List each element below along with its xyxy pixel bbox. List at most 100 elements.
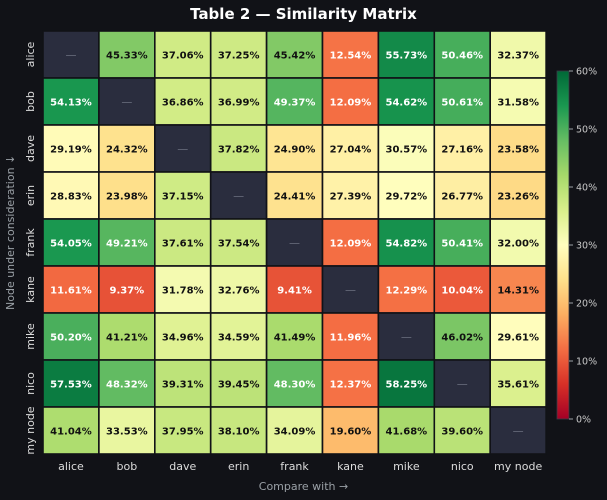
heatmap-cell [489, 30, 547, 79]
cell-value-label: — [177, 143, 188, 156]
heatmap-cell [98, 171, 156, 220]
cell-value-label: 50.61% [441, 98, 483, 109]
heatmap-cell [154, 77, 212, 126]
cell-value-label: 57.53% [50, 380, 92, 391]
heatmap-cell [42, 171, 100, 220]
cell-value-label: 50.46% [441, 51, 483, 62]
cell-value-label: 9.41% [277, 286, 312, 297]
cell-value-label: 29.61% [497, 333, 539, 344]
x-tick-label: mike [393, 460, 420, 473]
cell-value-label: 37.82% [218, 145, 260, 156]
y-tick-label: frank [24, 228, 37, 257]
cell-value-label: 49.37% [274, 98, 316, 109]
cell-value-label: 41.68% [386, 427, 428, 438]
cell-value-label: 11.96% [330, 333, 372, 344]
heatmap-cell [489, 218, 547, 267]
cell-value-label: 12.37% [330, 380, 372, 391]
colorbar-tick-label: 60% [576, 67, 597, 78]
heatmap-cell [489, 265, 547, 314]
cell-value-label: 31.78% [162, 286, 204, 297]
cell-value-label: 54.82% [386, 239, 428, 250]
heatmap-cell [209, 124, 268, 173]
cell-value-label: 24.32% [106, 145, 148, 156]
heatmap-cell [154, 406, 212, 455]
cell-value-label: 11.61% [50, 286, 92, 297]
cell-value-label: 28.83% [50, 192, 92, 203]
y-tick-label: my node [24, 406, 37, 454]
cell-value-label: 50.41% [441, 239, 483, 250]
cell-value-label: 37.95% [162, 427, 204, 438]
x-tick-label: erin [228, 460, 249, 473]
cell-value-label: 24.90% [274, 145, 316, 156]
cell-value-label: 33.53% [106, 427, 148, 438]
x-tick-label: kane [337, 460, 364, 473]
cell-value-label: 45.33% [106, 51, 148, 62]
heatmap-cell [489, 171, 547, 220]
heatmap-cell [42, 218, 100, 267]
cell-value-label: 54.13% [50, 98, 92, 109]
cell-value-label: 46.02% [441, 333, 483, 344]
heatmap-cell [433, 218, 491, 267]
heatmap-cell [265, 406, 324, 455]
cell-value-label: 10.04% [441, 286, 483, 297]
heatmap-cell [489, 77, 547, 126]
cell-value-label: 34.96% [162, 333, 204, 344]
heatmap-cell [321, 124, 380, 173]
heatmap-cell [42, 124, 100, 173]
heatmap-cell [154, 359, 212, 408]
cell-value-label: 54.62% [386, 98, 428, 109]
cell-value-label: 31.58% [497, 98, 539, 109]
x-tick-label: dave [169, 460, 196, 473]
cell-value-label: — [121, 96, 132, 109]
colorbar-tick-label: 20% [576, 299, 597, 310]
cell-value-label: 34.09% [274, 427, 316, 438]
cell-value-label: 41.49% [274, 333, 316, 344]
cell-value-label: 23.58% [497, 145, 539, 156]
cell-value-label: 39.31% [162, 380, 204, 391]
heatmap-cell [321, 359, 380, 408]
cell-value-label: 23.98% [106, 192, 148, 203]
cell-value-label: 12.54% [330, 51, 372, 62]
x-tick-label: frank [280, 460, 309, 473]
heatmap-cell [321, 312, 380, 361]
heatmap-cell [265, 359, 324, 408]
x-axis-title: Compare with → [258, 480, 349, 493]
heatmap-cell [154, 30, 212, 79]
colorbar-tick-label: 40% [576, 183, 597, 194]
cell-value-label: 27.04% [330, 145, 372, 156]
cell-value-label: 23.26% [497, 192, 539, 203]
cell-value-label: 54.05% [50, 239, 92, 250]
cell-value-label: 27.39% [330, 192, 372, 203]
cell-value-label: 48.32% [106, 380, 148, 391]
heatmap-cell [98, 77, 156, 126]
cell-value-label: 27.16% [441, 145, 483, 156]
heatmap-cell [433, 312, 491, 361]
heatmap-cell [433, 406, 491, 455]
y-tick-label: nico [24, 372, 37, 395]
colorbar [556, 70, 570, 420]
heatmap-cell [489, 406, 547, 455]
cell-value-label: — [289, 237, 300, 250]
heatmap-cell [321, 406, 380, 455]
y-tick-label: bob [24, 91, 37, 112]
cell-value-label: 35.61% [497, 380, 539, 391]
heatmap-cell [433, 265, 491, 314]
x-tick-label: nico [451, 460, 474, 473]
cell-value-label: 45.42% [274, 51, 316, 62]
cell-value-label: — [233, 190, 244, 203]
cell-value-label: 50.20% [50, 333, 92, 344]
cell-value-label: 39.60% [441, 427, 483, 438]
cell-value-label: 32.37% [497, 51, 539, 62]
cell-value-label: — [65, 49, 76, 62]
heatmap-cell [377, 312, 436, 361]
cell-value-label: 12.09% [330, 239, 372, 250]
colorbar-tick-label: 50% [576, 125, 597, 136]
heatmap-cell [377, 218, 436, 267]
cell-value-label: 58.25% [386, 380, 428, 391]
cell-value-label: 24.41% [274, 192, 316, 203]
cell-value-label: 39.45% [218, 380, 260, 391]
cell-value-label: 55.73% [386, 51, 428, 62]
cell-value-label: 37.15% [162, 192, 204, 203]
cell-value-label: 36.86% [162, 98, 204, 109]
heatmap-cell [489, 359, 547, 408]
